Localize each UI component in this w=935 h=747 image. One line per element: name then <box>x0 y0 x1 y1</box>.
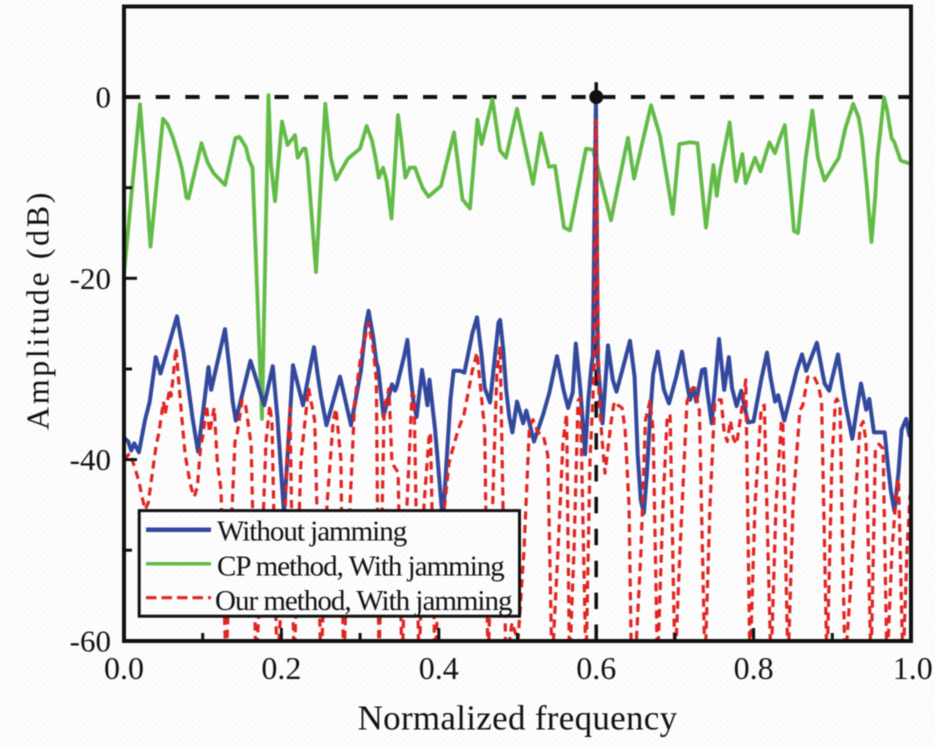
svg-text:0.8: 0.8 <box>734 650 774 686</box>
svg-text:0.2: 0.2 <box>261 650 301 686</box>
svg-text:0.0: 0.0 <box>104 650 144 686</box>
svg-text:0: 0 <box>96 80 112 115</box>
svg-text:0.4: 0.4 <box>419 650 459 686</box>
svg-text:-60: -60 <box>70 623 111 658</box>
svg-text:CP method, With jamming: CP method, With jamming <box>217 551 504 583</box>
svg-text:Our method, With jamming: Our method, With jamming <box>215 585 512 617</box>
svg-text:Without jamming: Without jamming <box>217 516 407 548</box>
svg-text:Amplitude (dB): Amplitude (dB) <box>20 190 56 430</box>
svg-text:1.0: 1.0 <box>893 650 933 686</box>
svg-text:0.6: 0.6 <box>576 650 616 686</box>
svg-text:Normalized frequency: Normalized frequency <box>358 699 678 738</box>
svg-text:-20: -20 <box>70 261 111 296</box>
svg-text:-40: -40 <box>70 442 111 477</box>
